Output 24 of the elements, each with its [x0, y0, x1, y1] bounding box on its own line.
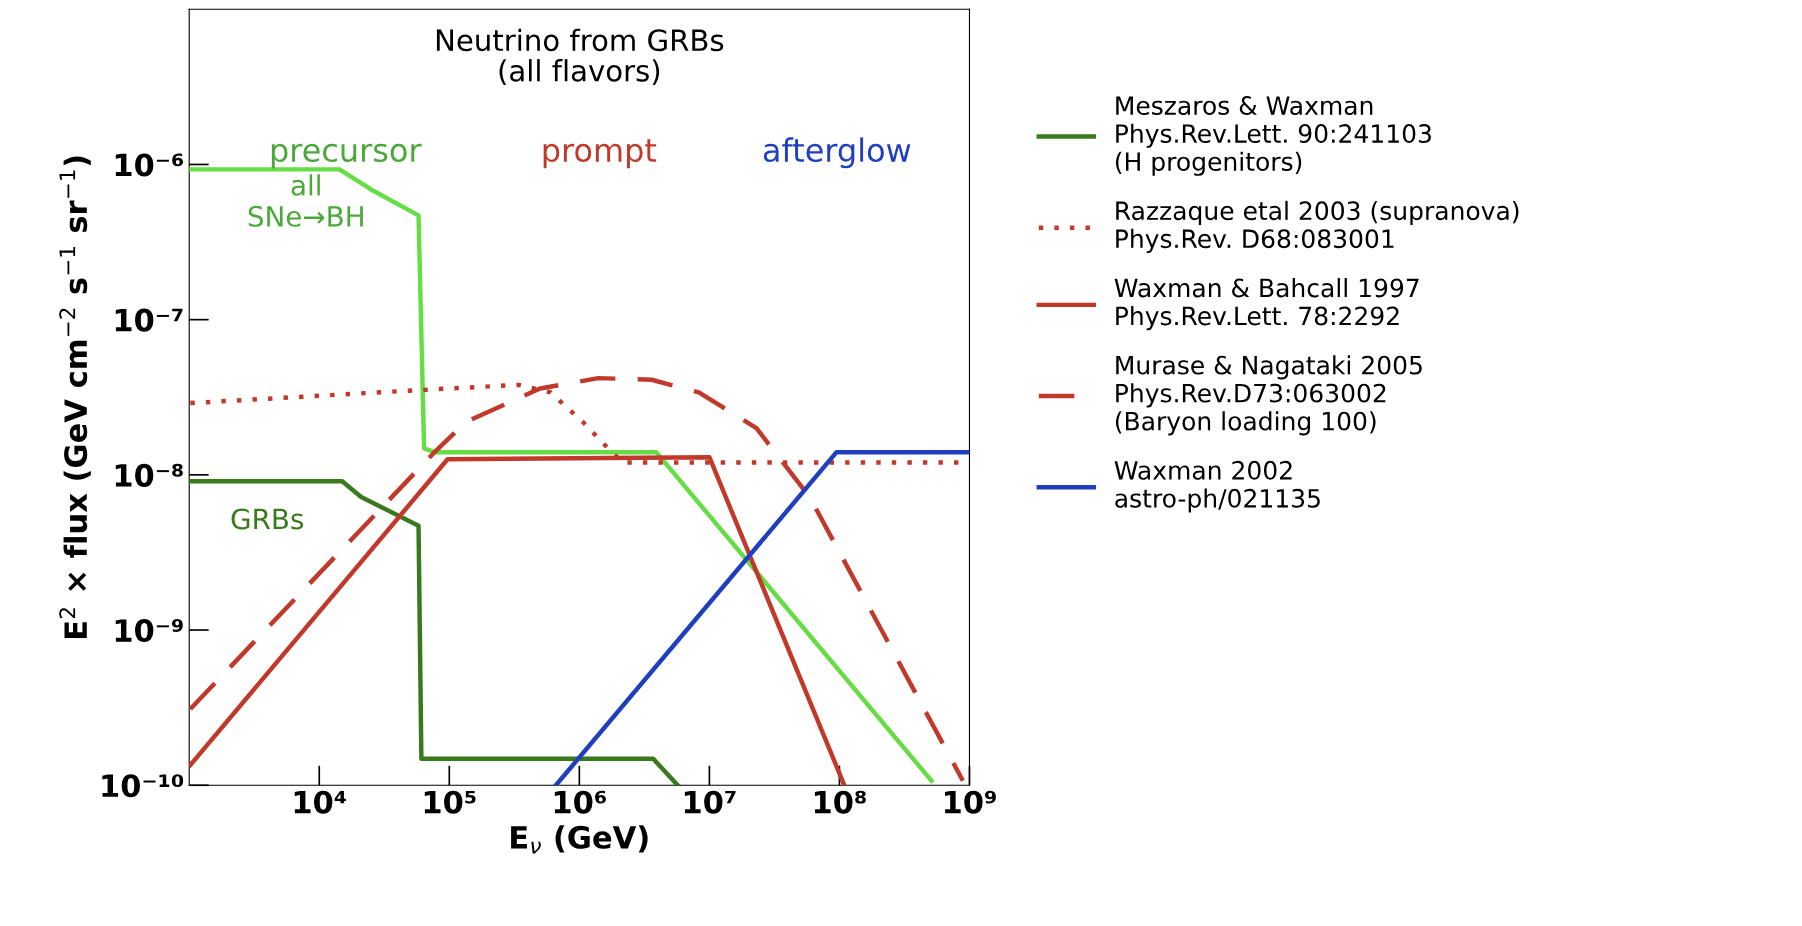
legend-label: Meszaros & Waxman Phys.Rev.Lett. 90:241103 (H progenitors) [1115, 96, 1431, 176]
legend-label: Razzaque etal 2003 (supranova) Phys.Rev. D68:083001 [1116, 200, 1519, 254]
x-tick-label: 10⁷ [684, 790, 736, 814]
annotation: precursor [271, 143, 422, 169]
y-tick-label: 10⁻⁹ [115, 618, 183, 643]
x-axis-title: E$_{ν}$ (GeV) [511, 825, 648, 854]
x-tick-label: 10⁵ [424, 790, 476, 814]
annotation: GRBs [231, 508, 304, 530]
legend-label: Murase & Nagataki 2005 Phys.Rev.D73:063002 (Baryon loading 100) [1115, 355, 1422, 436]
legend-label: Waxman & Bahcall 1997 Phys.Rev.Lett. 78:2292 [1114, 278, 1419, 331]
legend-label: Waxman 2002 astro-ph/021135 [1114, 460, 1320, 513]
y-tick-label: 10⁻¹⁰ [102, 774, 184, 798]
y-tick-label: 10⁻⁷ [115, 308, 183, 332]
x-tick-label: 10⁹ [944, 790, 996, 814]
x-tick-label: 10⁶ [554, 790, 606, 814]
text: Neutrino from GRBs (all flavors) [436, 28, 724, 86]
y-tick-label: 10⁻⁸ [115, 463, 183, 487]
y-tick-label: 10⁻⁶ [115, 153, 184, 177]
text: E$^{2}$ × flux (GeV cm$^{−2}$ s$^{−1}$ sr$^{−1}$) [59, 156, 91, 638]
x-tick-label: 10⁴ [294, 790, 346, 814]
annotation: afterglow [763, 137, 911, 169]
annotation: all SNe→BH [248, 174, 363, 227]
x-tick-label: 10⁸ [814, 790, 866, 814]
annotation: prompt [543, 139, 657, 169]
